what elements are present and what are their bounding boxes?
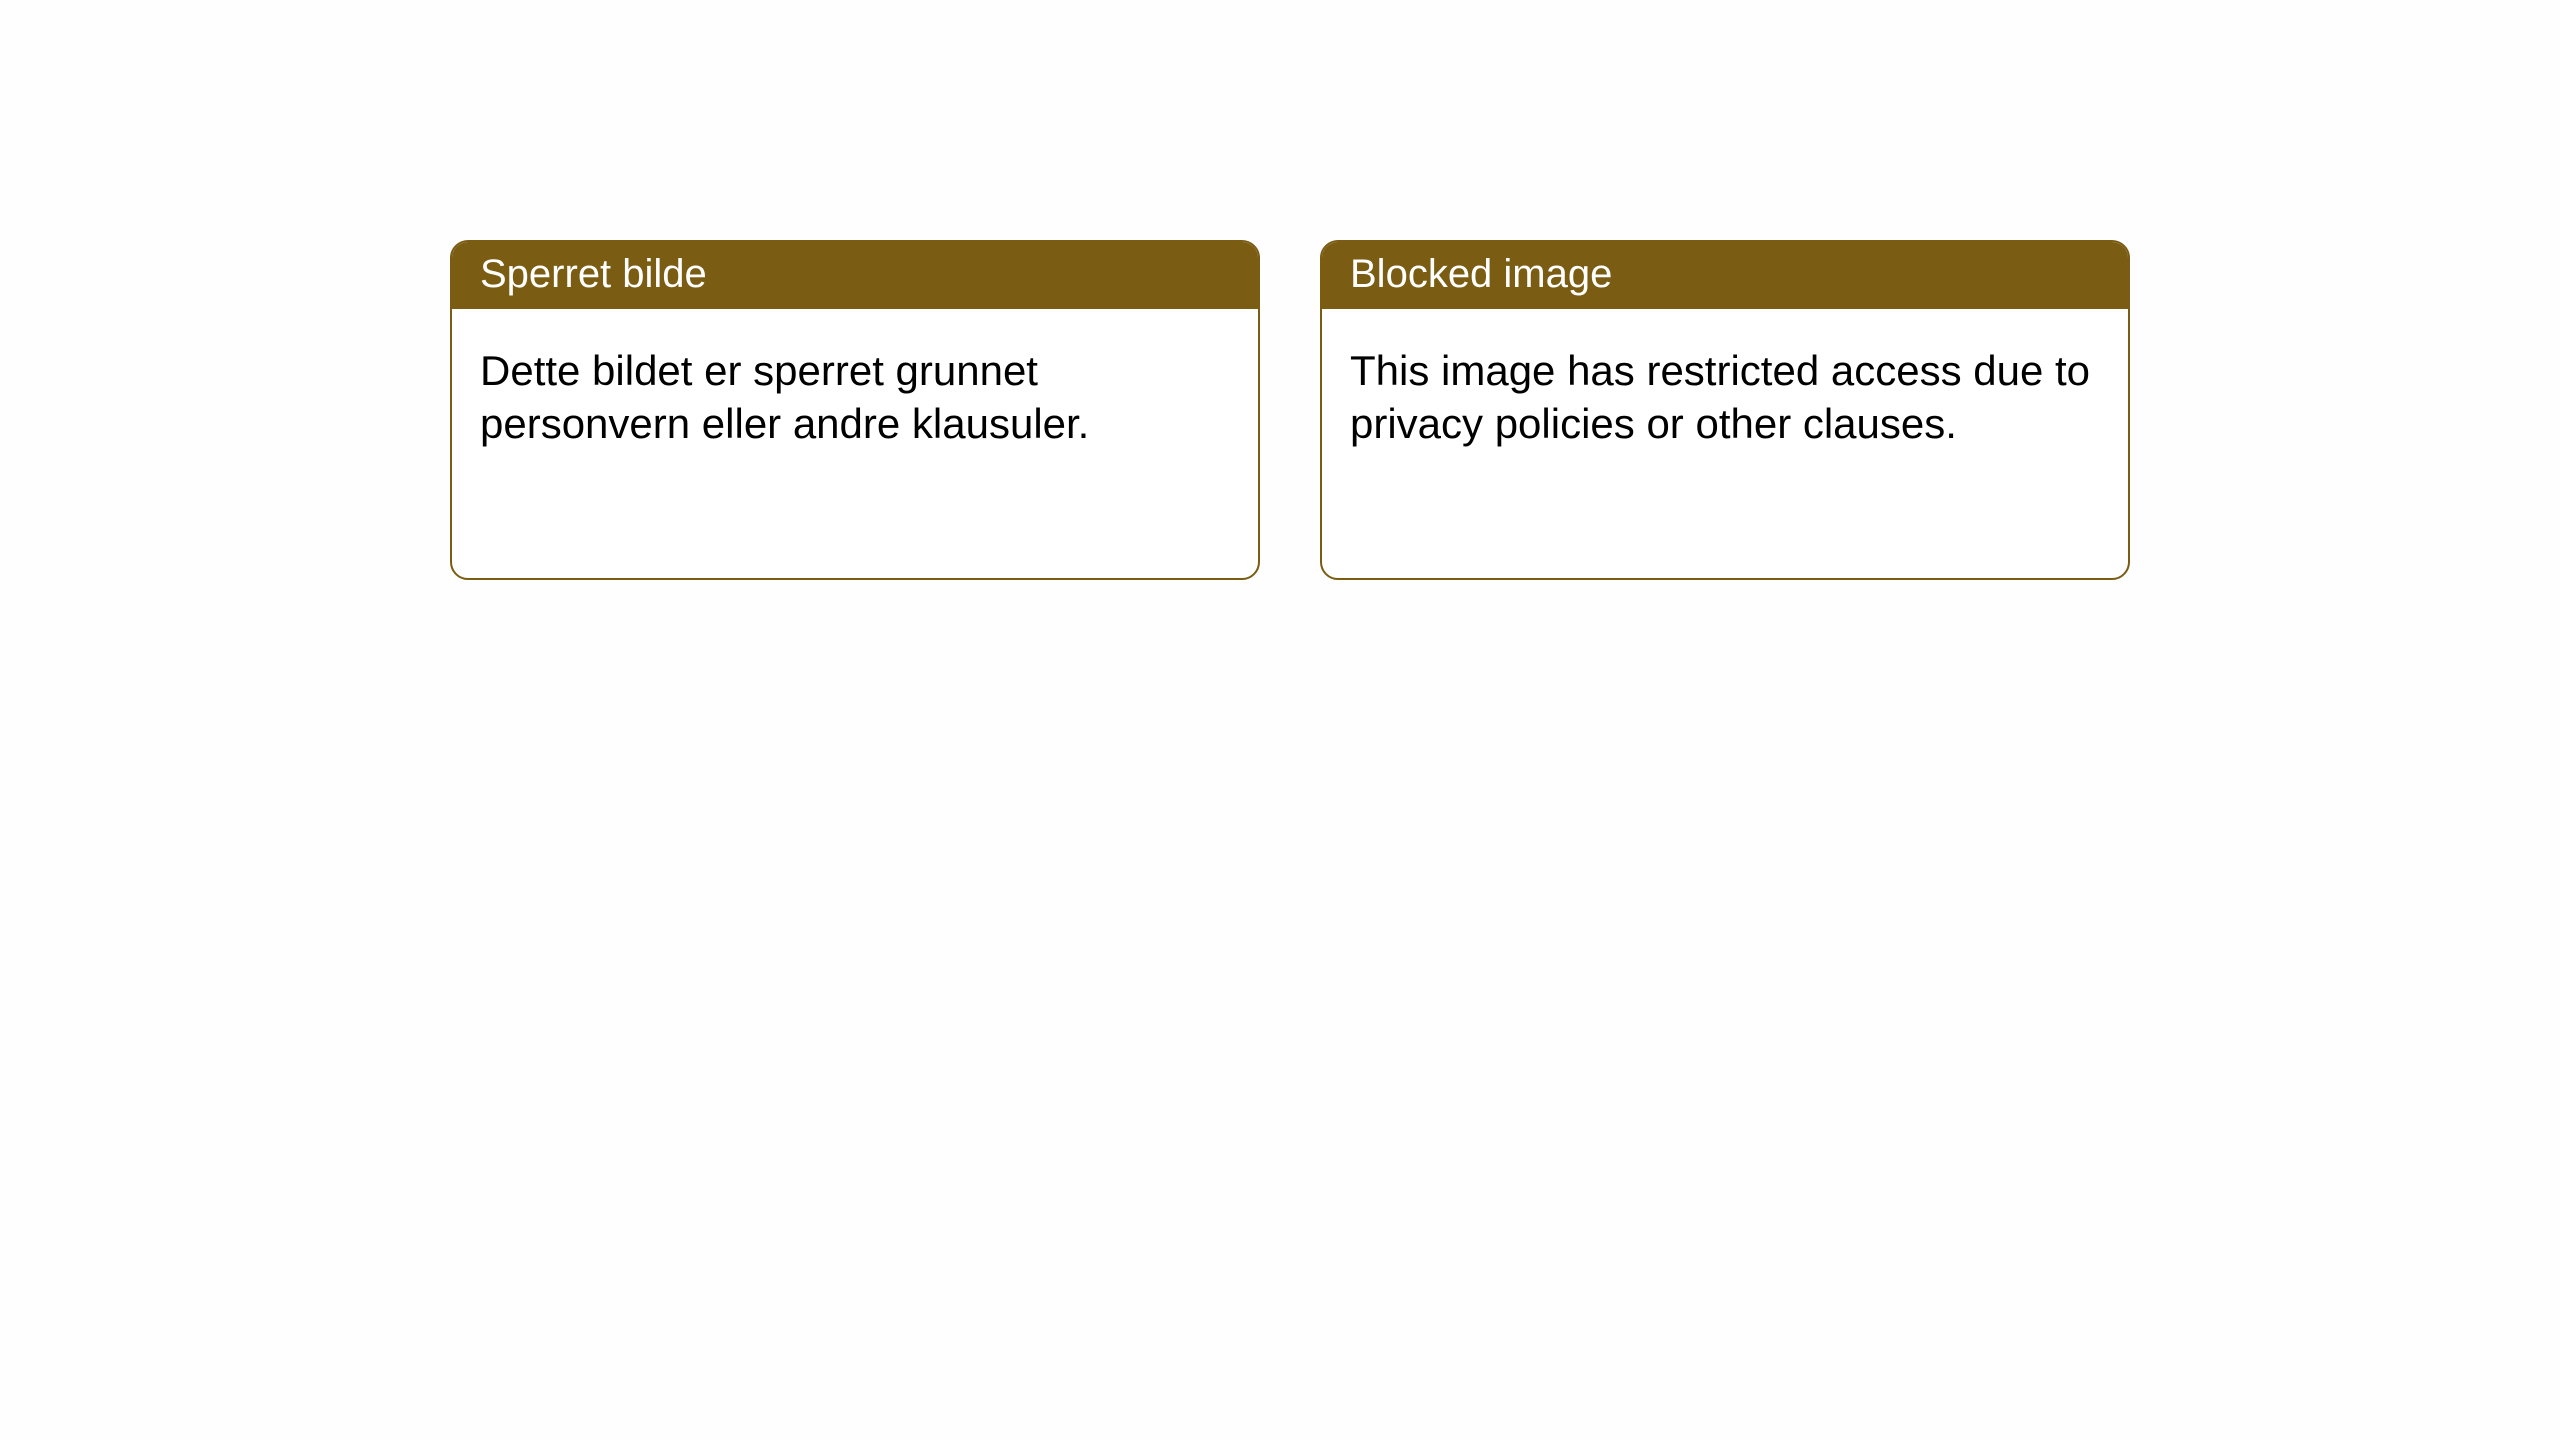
notice-cards-container: Sperret bilde Dette bildet er sperret gr…	[450, 240, 2560, 580]
card-header: Sperret bilde	[452, 242, 1258, 309]
card-body-text: Dette bildet er sperret grunnet personve…	[480, 347, 1089, 447]
card-title: Sperret bilde	[480, 252, 707, 296]
notice-card-english: Blocked image This image has restricted …	[1320, 240, 2130, 580]
card-body: Dette bildet er sperret grunnet personve…	[452, 309, 1258, 486]
card-body-text: This image has restricted access due to …	[1350, 347, 2090, 447]
card-header: Blocked image	[1322, 242, 2128, 309]
card-body: This image has restricted access due to …	[1322, 309, 2128, 486]
notice-card-norwegian: Sperret bilde Dette bildet er sperret gr…	[450, 240, 1260, 580]
card-title: Blocked image	[1350, 252, 1612, 296]
